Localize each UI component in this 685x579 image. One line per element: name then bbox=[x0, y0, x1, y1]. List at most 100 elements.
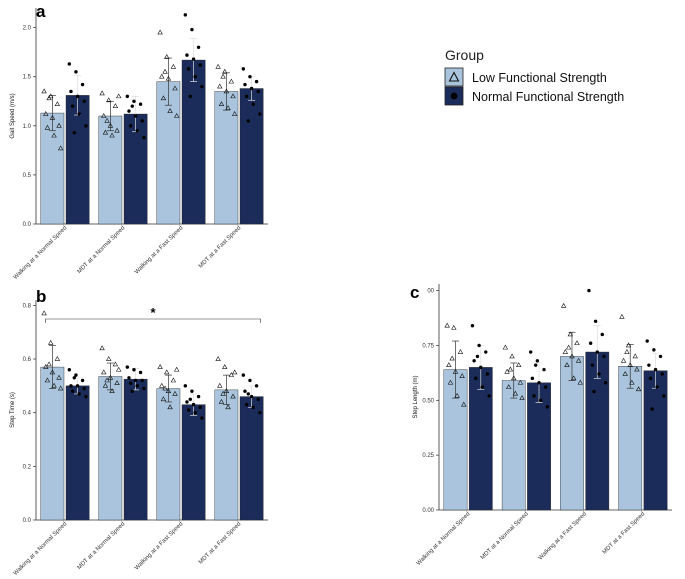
data-point-triangle bbox=[619, 313, 625, 319]
data-point-circle bbox=[69, 384, 73, 388]
data-point-circle bbox=[130, 104, 134, 108]
data-point-circle bbox=[254, 79, 259, 84]
data-point-triangle bbox=[102, 382, 109, 388]
data-point-circle bbox=[186, 67, 191, 71]
data-point-triangle bbox=[106, 97, 112, 103]
legend-label-normal: Normal Functional Strength bbox=[472, 90, 624, 104]
data-point-triangle bbox=[225, 105, 231, 110]
data-point-circle bbox=[72, 130, 76, 135]
x-tick-label: MDT at a Fast Speed bbox=[198, 225, 242, 269]
y-tick-label: 00 bbox=[427, 289, 434, 295]
data-point-circle bbox=[133, 378, 138, 383]
data-point-circle bbox=[70, 389, 75, 393]
data-point-circle bbox=[650, 407, 654, 411]
legend: Group Low Functional Strength Normal Fun… bbox=[444, 47, 624, 106]
data-point-circle bbox=[246, 119, 250, 123]
data-point-circle bbox=[138, 102, 143, 106]
data-point-triangle bbox=[509, 353, 515, 359]
data-point-triangle bbox=[106, 356, 112, 361]
y-axis-label: Step Time (s) bbox=[10, 392, 16, 428]
data-point-circle bbox=[84, 124, 88, 128]
data-point-triangle bbox=[102, 129, 109, 135]
data-point-circle bbox=[479, 365, 483, 370]
data-point-triangle bbox=[228, 372, 235, 377]
data-point-triangle bbox=[635, 386, 642, 392]
data-point-triangle bbox=[622, 370, 628, 376]
y-tick-label: 0.5 bbox=[23, 173, 32, 179]
data-point-triangle bbox=[115, 366, 122, 372]
data-point-circle bbox=[193, 410, 197, 415]
panel-letter: b bbox=[36, 287, 46, 306]
data-point-triangle bbox=[101, 369, 107, 375]
data-point-circle bbox=[597, 372, 601, 376]
data-point-triangle bbox=[44, 124, 51, 130]
data-point-triangle bbox=[107, 374, 114, 380]
data-point-triangle bbox=[160, 95, 167, 101]
data-point-circle bbox=[480, 385, 485, 389]
data-point-triangle bbox=[461, 401, 467, 407]
data-point-triangle bbox=[170, 377, 177, 383]
y-axis-label: Gait Speed (m/s) bbox=[10, 93, 16, 138]
x-tick-label: Walking at a Fast Speed bbox=[134, 521, 184, 571]
data-point-triangle bbox=[562, 349, 569, 354]
y-tick-label: 0.50 bbox=[422, 398, 434, 404]
data-point-triangle bbox=[164, 369, 170, 375]
bar bbox=[123, 378, 148, 521]
data-point-circle bbox=[244, 402, 249, 407]
legend-swatch-low bbox=[444, 67, 464, 87]
data-point-circle bbox=[196, 45, 201, 49]
data-point-triangle bbox=[220, 390, 226, 396]
data-point-circle bbox=[132, 368, 136, 372]
data-point-triangle bbox=[231, 111, 238, 116]
data-point-circle bbox=[248, 75, 252, 79]
data-point-triangle bbox=[444, 322, 450, 328]
data-point-circle bbox=[600, 332, 604, 337]
data-point-circle bbox=[251, 405, 255, 410]
data-point-circle bbox=[183, 13, 188, 17]
data-point-circle bbox=[185, 53, 189, 57]
data-point-circle bbox=[470, 323, 475, 328]
data-point-triangle bbox=[454, 392, 460, 398]
y-tick-label: 2.0 bbox=[23, 26, 32, 32]
significance-bracket bbox=[45, 318, 261, 323]
data-point-triangle bbox=[51, 382, 57, 388]
data-point-triangle bbox=[57, 145, 64, 151]
y-tick-label: 0.4 bbox=[23, 411, 32, 417]
data-point-triangle bbox=[511, 375, 517, 381]
data-point-triangle bbox=[230, 393, 236, 399]
data-point-triangle bbox=[164, 54, 170, 59]
data-point-triangle bbox=[569, 353, 575, 359]
data-point-triangle bbox=[223, 388, 230, 394]
bar bbox=[181, 404, 206, 521]
y-tick-label: 1.0 bbox=[23, 124, 32, 130]
data-point-triangle bbox=[519, 395, 525, 400]
y-tick-label: 1.5 bbox=[23, 75, 32, 81]
data-point-circle bbox=[532, 394, 536, 398]
data-point-triangle bbox=[115, 93, 122, 99]
data-point-circle bbox=[127, 376, 131, 380]
y-tick-label: 0.6 bbox=[23, 357, 32, 363]
data-point-circle bbox=[484, 350, 488, 354]
data-point-triangle bbox=[104, 117, 110, 123]
data-point-triangle bbox=[624, 349, 630, 354]
data-point-triangle bbox=[159, 73, 165, 79]
data-point-circle bbox=[538, 398, 543, 402]
data-point-circle bbox=[80, 378, 85, 383]
data-point-circle bbox=[142, 135, 146, 140]
panel-a-gait-speed: a 0.0 0.5 1.0 1.5 2.0 Gait Speed (m/s) Walking … bbox=[10, 2, 268, 281]
data-point-circle bbox=[256, 397, 260, 401]
data-point-triangle bbox=[57, 385, 64, 391]
data-point-circle bbox=[185, 400, 189, 404]
data-point-triangle bbox=[107, 122, 114, 128]
data-point-circle bbox=[647, 363, 651, 367]
data-point-triangle bbox=[222, 68, 228, 74]
data-point-triangle bbox=[575, 357, 582, 363]
data-point-circle bbox=[530, 376, 535, 381]
data-point-circle bbox=[75, 384, 80, 388]
data-point-circle bbox=[258, 410, 262, 415]
data-point-triangle bbox=[218, 398, 225, 404]
data-point-triangle bbox=[49, 369, 56, 375]
y-tick-label: 0.8 bbox=[23, 303, 32, 309]
data-point-circle bbox=[652, 348, 656, 352]
data-point-triangle bbox=[51, 132, 57, 138]
